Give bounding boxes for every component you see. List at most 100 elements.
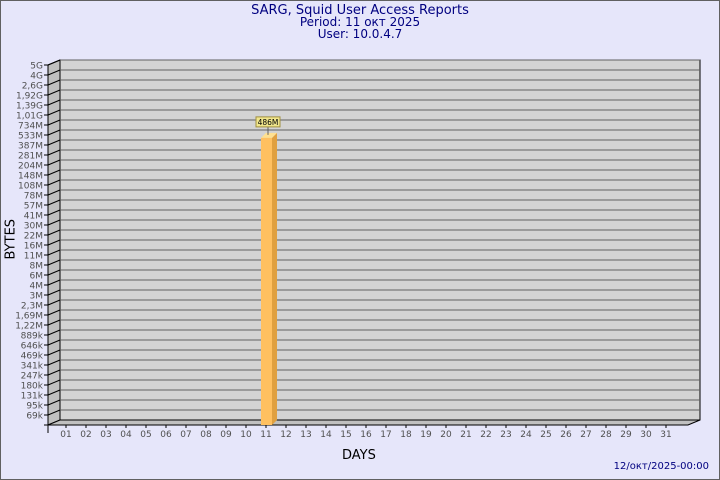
- y-tick-diag: [47, 149, 61, 156]
- x-tick-label: 18: [400, 430, 412, 440]
- x-tick-label: 04: [120, 430, 132, 440]
- x-tick-label: 20: [440, 430, 452, 440]
- y-tick-label: 247k: [21, 372, 44, 382]
- y-tick-diag: [47, 319, 61, 326]
- x-tick-label: 10: [240, 430, 252, 440]
- y-tick-diag: [47, 119, 61, 126]
- y-tick-diag: [47, 209, 61, 216]
- y-tick-label: 6M: [30, 272, 44, 282]
- y-tick-diag: [47, 199, 61, 206]
- y-tick-diag: [47, 299, 61, 306]
- x-tick-label: 09: [220, 430, 232, 440]
- x-tick-label: 27: [580, 430, 591, 440]
- x-tick-label: 01: [60, 430, 71, 440]
- y-tick-diag: [47, 229, 61, 236]
- y-tick-label: 41M: [24, 212, 43, 222]
- y-tick-diag: [47, 409, 61, 416]
- y-tick-label: 646k: [21, 342, 44, 352]
- y-tick-diag: [47, 349, 61, 356]
- x-tick-label: 30: [640, 430, 652, 440]
- y-tick-diag: [47, 139, 61, 146]
- y-tick-diag: [47, 289, 61, 296]
- y-tick-label: 281M: [18, 152, 43, 162]
- y-tick-diag: [47, 279, 61, 286]
- y-tick-label: 108M: [18, 182, 43, 192]
- y-tick-label: 1,22M: [15, 322, 43, 332]
- x-tick-label: 24: [520, 430, 532, 440]
- chart-subtitle-period: Period: 11 окт 2025: [299, 15, 421, 29]
- y-tick-label: 734M: [18, 122, 43, 132]
- y-tick-label: 95k: [26, 402, 43, 412]
- y-tick-diag: [47, 159, 61, 166]
- y-tick-diag: [47, 69, 61, 76]
- x-tick-label: 26: [560, 430, 572, 440]
- x-tick-label: 06: [160, 430, 172, 440]
- y-tick-diag: [47, 169, 61, 176]
- y-tick-label: 341k: [21, 362, 44, 372]
- y-tick-label: 2,6G: [22, 82, 43, 92]
- chart-subtitle-user: User: 10.0.4.7: [317, 27, 403, 41]
- y-tick-diag: [47, 309, 61, 316]
- x-tick-label: 11: [260, 430, 271, 440]
- x-tick-label: 22: [480, 430, 491, 440]
- x-tick-label: 03: [100, 430, 111, 440]
- y-tick-diag: [47, 179, 61, 186]
- x-tick-label: 28: [600, 430, 612, 440]
- x-tick-label: 19: [420, 430, 432, 440]
- chart-title: SARG, Squid User Access Reports: [251, 3, 469, 18]
- y-tick-diag: [47, 189, 61, 196]
- x-tick-label: 12: [280, 430, 291, 440]
- y-tick-label: 204M: [18, 162, 43, 172]
- y-tick-label: 5G: [30, 62, 43, 72]
- x-tick-label: 21: [460, 430, 471, 440]
- y-tick-diag: [47, 239, 61, 246]
- y-tick-diag: [47, 99, 61, 106]
- y-tick-diag: [47, 339, 61, 346]
- bar-side: [272, 132, 277, 425]
- y-tick-diag: [47, 369, 61, 376]
- y-tick-label: 469k: [21, 352, 44, 362]
- y-tick-diag: [47, 259, 61, 266]
- x-tick-label: 13: [300, 430, 311, 440]
- y-tick-diag: [47, 379, 61, 386]
- y-tick-label: 2,3M: [21, 302, 43, 312]
- x-tick-label: 23: [500, 430, 511, 440]
- data-label: 486M: [258, 118, 279, 127]
- y-tick-label: 387M: [18, 142, 43, 152]
- y-tick-label: 4G: [30, 72, 43, 82]
- y-tick-diag: [47, 129, 61, 136]
- x-tick-label: 25: [540, 430, 551, 440]
- y-tick-label: 180k: [21, 382, 44, 392]
- x-tick-label: 31: [660, 430, 671, 440]
- y-tick-diag: [47, 249, 61, 256]
- y-tick-diag: [47, 399, 61, 406]
- y-tick-diag: [47, 109, 61, 116]
- floor: [47, 419, 701, 426]
- x-tick-label: 29: [620, 430, 632, 440]
- y-tick-label: 1,39G: [16, 102, 43, 112]
- generated-timestamp: 12/окт/2025-00:00: [613, 461, 709, 472]
- x-tick-label: 16: [360, 430, 372, 440]
- y-tick-label: 57M: [24, 202, 43, 212]
- y-tick-label: 3M: [30, 292, 44, 302]
- bar: [261, 137, 272, 425]
- y-tick-label: 533M: [18, 132, 43, 142]
- y-tick-label: 889k: [21, 332, 44, 342]
- x-tick-label: 17: [380, 430, 391, 440]
- y-tick-label: 4M: [30, 282, 44, 292]
- x-tick-label: 15: [340, 430, 351, 440]
- y-tick-label: 30M: [24, 222, 43, 232]
- y-tick-diag: [47, 219, 61, 226]
- y-tick-diag: [47, 59, 61, 66]
- x-tick-label: 02: [80, 430, 91, 440]
- y-tick-label: 11M: [24, 252, 43, 262]
- x-tick-label: 05: [140, 430, 151, 440]
- y-tick-diag: [47, 79, 61, 86]
- y-tick-label: 148M: [18, 172, 43, 182]
- y-tick-label: 8M: [30, 262, 44, 272]
- y-tick-label: 131k: [21, 392, 44, 402]
- y-axis-label: BYTES: [3, 218, 19, 260]
- y-tick-diag: [47, 359, 61, 366]
- x-tick-label: 07: [180, 430, 191, 440]
